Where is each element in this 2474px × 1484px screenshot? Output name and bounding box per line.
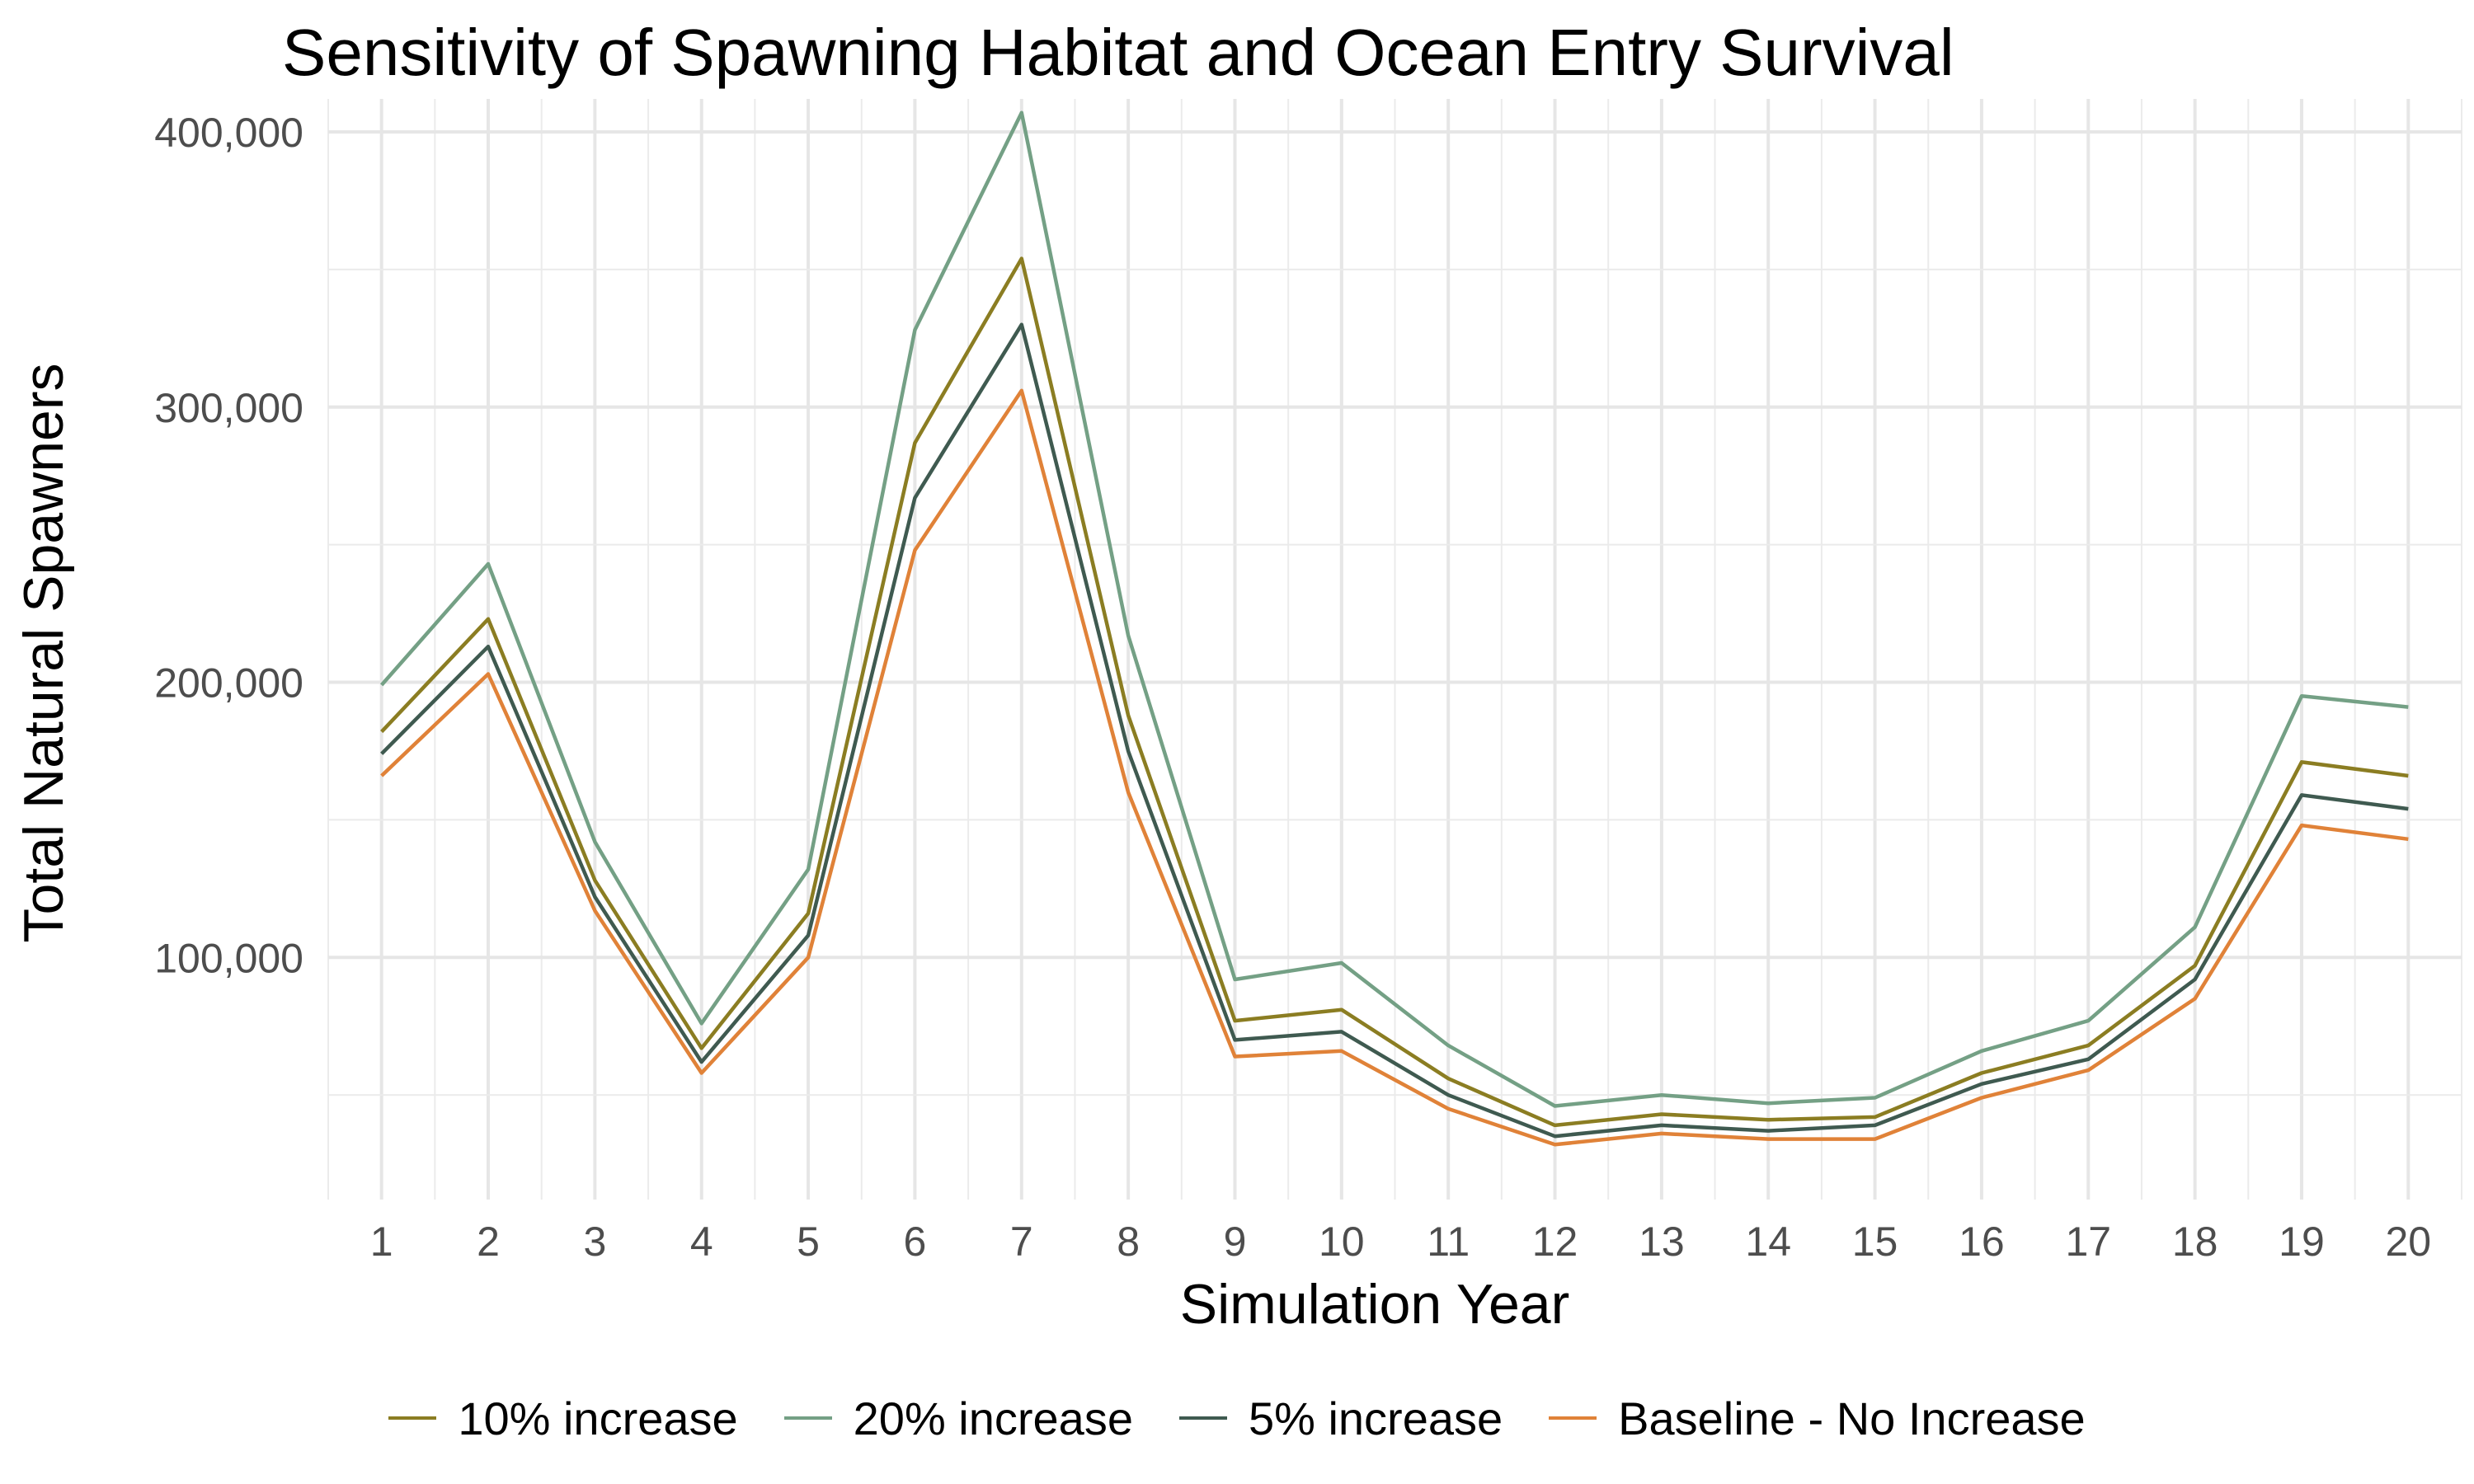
- x-tick-label: 4: [690, 1219, 713, 1265]
- series-line: [380, 388, 2409, 1147]
- x-tick-label: 17: [2065, 1219, 2111, 1265]
- x-tick-label: 8: [1117, 1219, 1140, 1265]
- x-tick-label: 15: [1852, 1219, 1898, 1265]
- x-tick-label: 16: [1959, 1219, 2005, 1265]
- x-tick-label: 11: [1427, 1219, 1470, 1265]
- x-tick-label: 2: [477, 1219, 500, 1265]
- x-axis-title: Simulation Year: [1180, 1273, 1570, 1336]
- legend-key: [1549, 1416, 1597, 1420]
- series-line: [380, 322, 2409, 1139]
- legend: 10% increase 20% increase 5% increase Basel…: [0, 1385, 2474, 1451]
- legend-key: [783, 1416, 832, 1420]
- chart-title: Sensitivity of Spawning Habitat and Ocea…: [282, 16, 1954, 89]
- x-tick-label: 10: [1319, 1219, 1365, 1265]
- x-tick-label: 6: [904, 1219, 927, 1265]
- legend-label: 10% increase: [458, 1392, 738, 1444]
- legend-item: 10% increase: [388, 1392, 738, 1445]
- y-tick-label: 400,000: [154, 110, 303, 156]
- legend-key: [1178, 1416, 1227, 1420]
- x-tick-label: 5: [797, 1219, 820, 1265]
- x-tick-label: 13: [1639, 1219, 1685, 1265]
- series-line: [380, 110, 2409, 1108]
- y-tick-label: 200,000: [154, 660, 303, 707]
- x-axis-ticks: 1 2 3 4 5 6 7 8 9 10 11 12 13 14 15 16 17 18 19 20: [370, 1219, 2431, 1265]
- legend-label: 5% increase: [1248, 1392, 1503, 1444]
- legend-item: Baseline - No Increase: [1549, 1392, 2086, 1445]
- x-tick-label: 3: [583, 1219, 606, 1265]
- y-tick-label: 100,000: [154, 935, 303, 981]
- x-tick-label: 19: [2279, 1219, 2325, 1265]
- legend-item: 20% increase: [783, 1392, 1133, 1445]
- series-line: [380, 256, 2409, 1128]
- x-tick-label: 1: [370, 1219, 393, 1265]
- y-axis-ticks: 100,000 200,000 300,000 400,000: [154, 110, 303, 981]
- series-lines: [380, 110, 2409, 1147]
- legend-label: 20% increase: [853, 1392, 1133, 1444]
- legend-key: [388, 1416, 437, 1420]
- y-axis-title: Total Natural Spawners: [12, 363, 75, 942]
- x-tick-label: 14: [1745, 1219, 1791, 1265]
- x-tick-label: 7: [1010, 1219, 1033, 1265]
- legend-item: 5% increase: [1178, 1392, 1503, 1445]
- grid-lines: [327, 99, 2462, 1200]
- x-tick-label: 18: [2172, 1219, 2218, 1265]
- legend-label: Baseline - No Increase: [1618, 1392, 2086, 1444]
- x-tick-label: 9: [1224, 1219, 1247, 1265]
- x-tick-label: 20: [2386, 1219, 2432, 1265]
- y-tick-label: 300,000: [154, 385, 303, 431]
- x-tick-label: 12: [1532, 1219, 1578, 1265]
